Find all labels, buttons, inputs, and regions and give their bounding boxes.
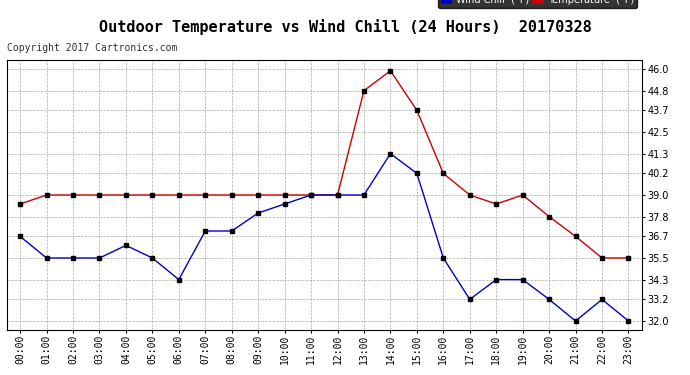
Text: Outdoor Temperature vs Wind Chill (24 Hours)  20170328: Outdoor Temperature vs Wind Chill (24 Ho… (99, 19, 591, 35)
Text: Copyright 2017 Cartronics.com: Copyright 2017 Cartronics.com (7, 43, 177, 52)
Legend: Wind Chill  (°F), Temperature  (°F): Wind Chill (°F), Temperature (°F) (437, 0, 637, 8)
